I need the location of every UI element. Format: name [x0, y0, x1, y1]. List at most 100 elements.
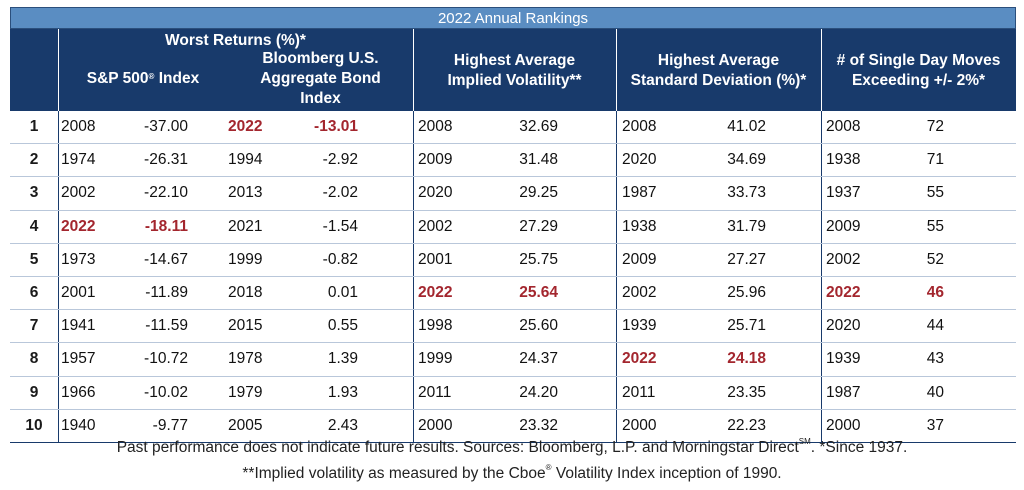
bond-value-cell: 2.43 — [327, 416, 358, 434]
rank-cell: 1 — [29, 118, 39, 135]
bond-year-cell: 2015 — [228, 317, 263, 335]
column-divider — [58, 111, 59, 443]
table-row: 5 1973 -14.67 1999 -0.82 2001 25.75 2009 27.27 20… — [10, 244, 1016, 277]
implied-vol-value-cell: 24.20 — [519, 383, 558, 401]
std-dev-year-cell: 2008 — [622, 118, 657, 135]
single-day-moves-year-cell: 1937 — [826, 184, 861, 202]
single-day-moves-value-cell: 37 — [926, 416, 944, 434]
bond-value-cell: -2.02 — [322, 184, 358, 202]
std-dev-header: Highest Average Standard Deviation (%)* — [630, 52, 807, 89]
sp500-year-cell: 1973 — [61, 250, 96, 268]
rank-cell: 7 — [29, 317, 39, 335]
single-day-moves-value-cell: 44 — [926, 317, 944, 335]
sp500-year-cell: 1957 — [61, 350, 96, 368]
table-row: 6 2001 -11.89 2018 0.01 2022 25.64 2002 25.96 202… — [10, 277, 1016, 311]
table-row: 8 1957 -10.72 1978 1.39 1999 24.37 2022 24.18 193… — [10, 343, 1016, 377]
single-day-moves-year-cell: 1987 — [826, 383, 861, 401]
sp500-year-cell: 2008 — [61, 118, 96, 135]
implied-vol-header: Highest Average Implied Volatility** — [447, 52, 582, 89]
single-day-moves-header: # of Single Day Moves Exceeding +/- 2%* — [836, 52, 1001, 89]
header-divider — [413, 29, 414, 111]
column-divider — [616, 111, 617, 443]
std-dev-year-cell: 2009 — [622, 250, 657, 268]
table-row: 2 1974 -26.31 1994 -2.92 2009 31.48 2020 34.69 19… — [10, 144, 1016, 178]
std-dev-year-cell: 2022 — [622, 350, 657, 368]
implied-vol-value-cell: 25.75 — [519, 250, 558, 268]
single-day-moves-year-cell: 2002 — [826, 250, 861, 268]
single-day-moves-value-cell: 46 — [926, 283, 944, 301]
sp500-header: S&P 500® Index — [86, 70, 200, 87]
single-day-moves-value-cell: 40 — [926, 383, 944, 401]
column-divider — [413, 111, 414, 443]
implied-vol-year-cell: 2008 — [418, 118, 453, 135]
sp500-value-cell: -18.11 — [144, 217, 188, 235]
table-body: 1 2008 -37.00 2022 -13.01 2008 32.69 2008 41.02 2… — [10, 111, 1016, 443]
single-day-moves-value-cell: 72 — [926, 118, 944, 135]
implied-vol-value-cell: 25.60 — [519, 317, 558, 335]
sp500-value-cell: -26.31 — [144, 151, 188, 169]
rank-cell: 3 — [29, 184, 39, 202]
table-header: Worst Returns (%)* S&P 500® Index Bloomb… — [10, 29, 1016, 111]
bond-value-cell: 1.39 — [327, 350, 358, 368]
bond-year-cell: 1999 — [228, 250, 263, 268]
footnote-line-2: **Implied volatility as measured by the … — [242, 463, 782, 482]
implied-vol-year-cell: 2020 — [418, 184, 453, 202]
rank-cell: 6 — [29, 283, 39, 301]
std-dev-value-cell: 27.27 — [727, 250, 766, 268]
std-dev-year-cell: 1939 — [622, 317, 657, 335]
implied-vol-value-cell: 32.69 — [519, 118, 558, 135]
std-dev-value-cell: 25.96 — [727, 283, 766, 301]
bond-year-cell: 2005 — [228, 416, 263, 434]
sp500-value-cell: -22.10 — [144, 184, 188, 202]
sp500-year-cell: 1966 — [61, 383, 96, 401]
single-day-moves-value-cell: 55 — [926, 184, 944, 202]
table-row: 7 1941 -11.59 2015 0.55 1998 25.60 1939 25.71 202… — [10, 310, 1016, 344]
rank-cell: 9 — [29, 383, 39, 401]
std-dev-value-cell: 31.79 — [727, 217, 766, 235]
sp500-value-cell: -11.59 — [145, 317, 188, 335]
table-row: 10 1940 -9.77 2005 2.43 2000 23.32 2000 22.23 200… — [10, 410, 1016, 443]
std-dev-year-cell: 2002 — [622, 283, 657, 301]
std-dev-year-cell: 2020 — [622, 151, 657, 169]
header-divider — [616, 29, 617, 111]
implied-vol-year-cell: 1998 — [418, 317, 453, 335]
header-divider — [58, 29, 59, 111]
implied-vol-value-cell: 29.25 — [519, 184, 558, 202]
bond-value-cell: -1.54 — [322, 217, 358, 235]
rankings-table: 2022 Annual Rankings Worst Returns (%)* … — [10, 7, 1016, 443]
rank-cell: 4 — [29, 217, 39, 235]
implied-vol-year-cell: 2001 — [418, 250, 453, 268]
sp500-value-cell: -37.00 — [144, 118, 188, 135]
bond-value-cell: 0.01 — [327, 283, 358, 301]
implied-vol-value-cell: 24.37 — [519, 350, 558, 368]
single-day-moves-value-cell: 43 — [926, 350, 944, 368]
sp500-year-cell: 1974 — [61, 151, 96, 169]
bond-year-cell: 2021 — [228, 217, 263, 235]
single-day-moves-value-cell: 71 — [926, 151, 944, 169]
std-dev-value-cell: 34.69 — [727, 151, 766, 169]
bond-value-cell: 1.93 — [327, 383, 358, 401]
single-day-moves-year-cell: 2009 — [826, 217, 861, 235]
std-dev-value-cell: 33.73 — [727, 184, 766, 202]
bond-year-cell: 2013 — [228, 184, 263, 202]
sp500-year-cell: 2001 — [61, 283, 96, 301]
table-title: 2022 Annual Rankings — [10, 7, 1016, 29]
footnote-line-1: Past performance does not indicate futur… — [116, 437, 908, 456]
table-row: 3 2002 -22.10 2013 -2.02 2020 29.25 1987 33.73 19… — [10, 177, 1016, 211]
std-dev-value-cell: 22.23 — [727, 416, 766, 434]
table-row: 4 2022 -18.11 2021 -1.54 2002 27.29 1938 31.79 20… — [10, 211, 1016, 244]
implied-vol-year-cell: 1999 — [418, 350, 453, 368]
rank-cell: 10 — [25, 416, 43, 434]
single-day-moves-year-cell: 2020 — [826, 317, 861, 335]
single-day-moves-year-cell: 1938 — [826, 151, 861, 169]
single-day-moves-year-cell: 1939 — [826, 350, 861, 368]
single-day-moves-year-cell: 2022 — [826, 283, 861, 301]
std-dev-value-cell: 24.18 — [727, 350, 766, 368]
bond-year-cell: 1978 — [228, 350, 263, 368]
worst-returns-header: Worst Returns (%)* — [165, 32, 306, 49]
sp500-value-cell: -11.89 — [145, 283, 188, 301]
single-day-moves-value-cell: 52 — [926, 250, 944, 268]
implied-vol-value-cell: 23.32 — [519, 416, 558, 434]
std-dev-year-cell: 1987 — [622, 184, 657, 202]
std-dev-value-cell: 25.71 — [727, 317, 766, 335]
